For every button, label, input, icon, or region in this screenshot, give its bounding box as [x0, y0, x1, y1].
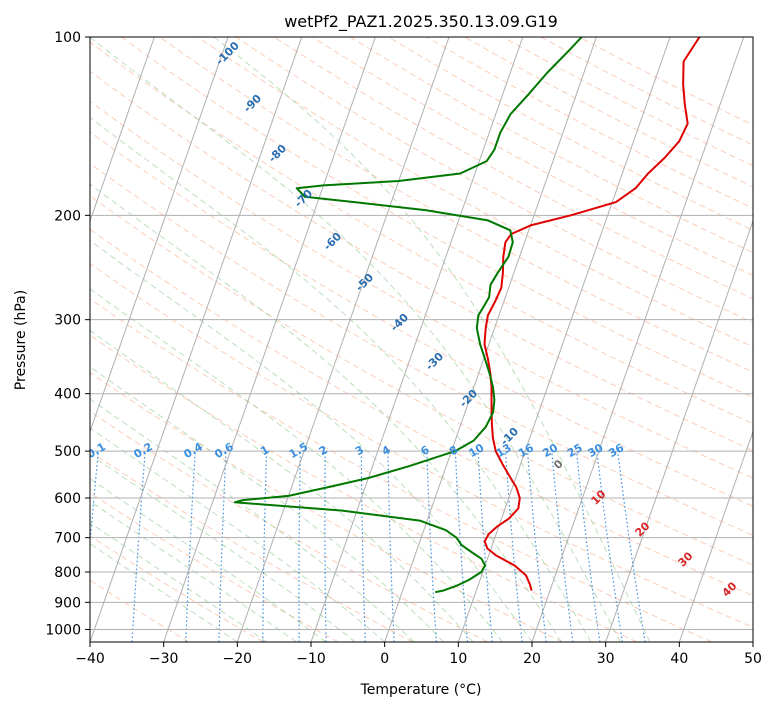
plot-frame: [89, 36, 754, 643]
dry-adiabat-line: [90, 228, 753, 597]
dry-adiabat-line: [90, 410, 488, 642]
y-tick-label: 200: [54, 208, 81, 224]
isotherm-line: [531, 37, 745, 642]
y-tick-label: 600: [54, 491, 81, 507]
isobars: [90, 37, 753, 630]
dry-adiabat-line: [90, 195, 753, 566]
moist-adiabat-line: [90, 500, 297, 642]
x-tick-label: −20: [223, 651, 253, 667]
x-tick-label: 40: [670, 651, 688, 667]
dry-adiabat-line: [90, 131, 753, 507]
x-tick-label: −40: [75, 651, 105, 667]
dry-adiabat-line: [235, 37, 753, 324]
mixing-ratio-line: [504, 451, 523, 642]
y-tick-label: 400: [54, 387, 81, 403]
dry-adiabat-line: [159, 37, 753, 373]
mixing-ratio-line: [526, 451, 547, 642]
dry-adiabat-line: [90, 263, 753, 629]
temperature-profile-line: [483, 37, 701, 591]
y-tick-label: 500: [54, 444, 81, 460]
x-tick-label: 30: [597, 651, 615, 667]
y-axis: 100 200 300 400 500 600 700 800 900 1000: [45, 30, 90, 638]
x-tick-label: 50: [744, 651, 762, 667]
mixing-ratio-line: [617, 451, 646, 642]
y-tick-label: 1000: [45, 622, 81, 638]
y-tick-label: 700: [54, 531, 81, 547]
y-tick-label: 300: [54, 313, 81, 329]
x-tick-label: 0: [380, 651, 389, 667]
dry-adiabat-line: [90, 162, 753, 536]
isotherm-line: [163, 37, 376, 642]
isotherm-line: [384, 37, 597, 642]
isotherm-line: [90, 37, 155, 223]
dry-adiabat-line: [90, 100, 753, 479]
dry-adiabat-line: [121, 37, 753, 399]
dry-adiabat-line: [273, 37, 753, 300]
dry-adiabat-line: [90, 579, 190, 642]
moist-adiabat-line: [90, 542, 238, 642]
moist-adiabat-line: [90, 240, 533, 642]
mixing-ratio-line: [551, 451, 574, 642]
y-axis-title: Pressure (hPa): [13, 290, 29, 390]
mixing-ratio-line: [90, 451, 99, 550]
chart-title: wetPf2_PAZ1.2025.350.13.09.G19: [284, 12, 558, 32]
isotherm-line: [90, 37, 303, 642]
isotherms: [90, 37, 753, 642]
x-axis: −40 −30 −20 −10 0 10 20 30 40 50: [75, 642, 762, 667]
x-tick-label: −30: [149, 651, 179, 667]
x-axis-title: Temperature (°C): [360, 682, 482, 698]
mixing-ratio-line: [596, 451, 623, 642]
dry-adiabat-line: [90, 372, 563, 642]
x-tick-label: −10: [296, 651, 326, 667]
isotherm-line: [457, 37, 671, 642]
isotherm-line: [236, 37, 450, 642]
x-tick-label: 10: [449, 651, 467, 667]
moist-adiabat-line: [90, 183, 562, 642]
x-tick-label: 20: [523, 651, 541, 667]
moist-adiabat-line: [90, 288, 503, 642]
moist-adiabat-line: [213, 37, 651, 642]
dry-adiabat-line: [90, 535, 264, 642]
mixing-ratio-line: [575, 451, 601, 642]
mixing-ratio-lines: [90, 451, 646, 642]
moist-adiabat-line: [90, 427, 386, 642]
isotherm-line: [678, 430, 753, 642]
y-tick-label: 100: [54, 30, 81, 46]
y-tick-label: 900: [54, 595, 81, 611]
moist-adiabat-line: [90, 116, 592, 642]
mixing-ratio-line: [477, 451, 493, 642]
y-tick-label: 800: [54, 565, 81, 581]
isotherm-line: [310, 37, 524, 642]
dewpoint-profile-line: [233, 37, 583, 594]
dry-adiabat-line: [90, 298, 712, 642]
isotherm-line: [90, 37, 229, 434]
moist-adiabat-line: [90, 477, 326, 642]
moist-adiabat-line: [90, 522, 268, 642]
isotherm-line: [605, 219, 753, 642]
moist-adiabat-line: [90, 37, 621, 642]
sounding-series: [233, 37, 701, 594]
